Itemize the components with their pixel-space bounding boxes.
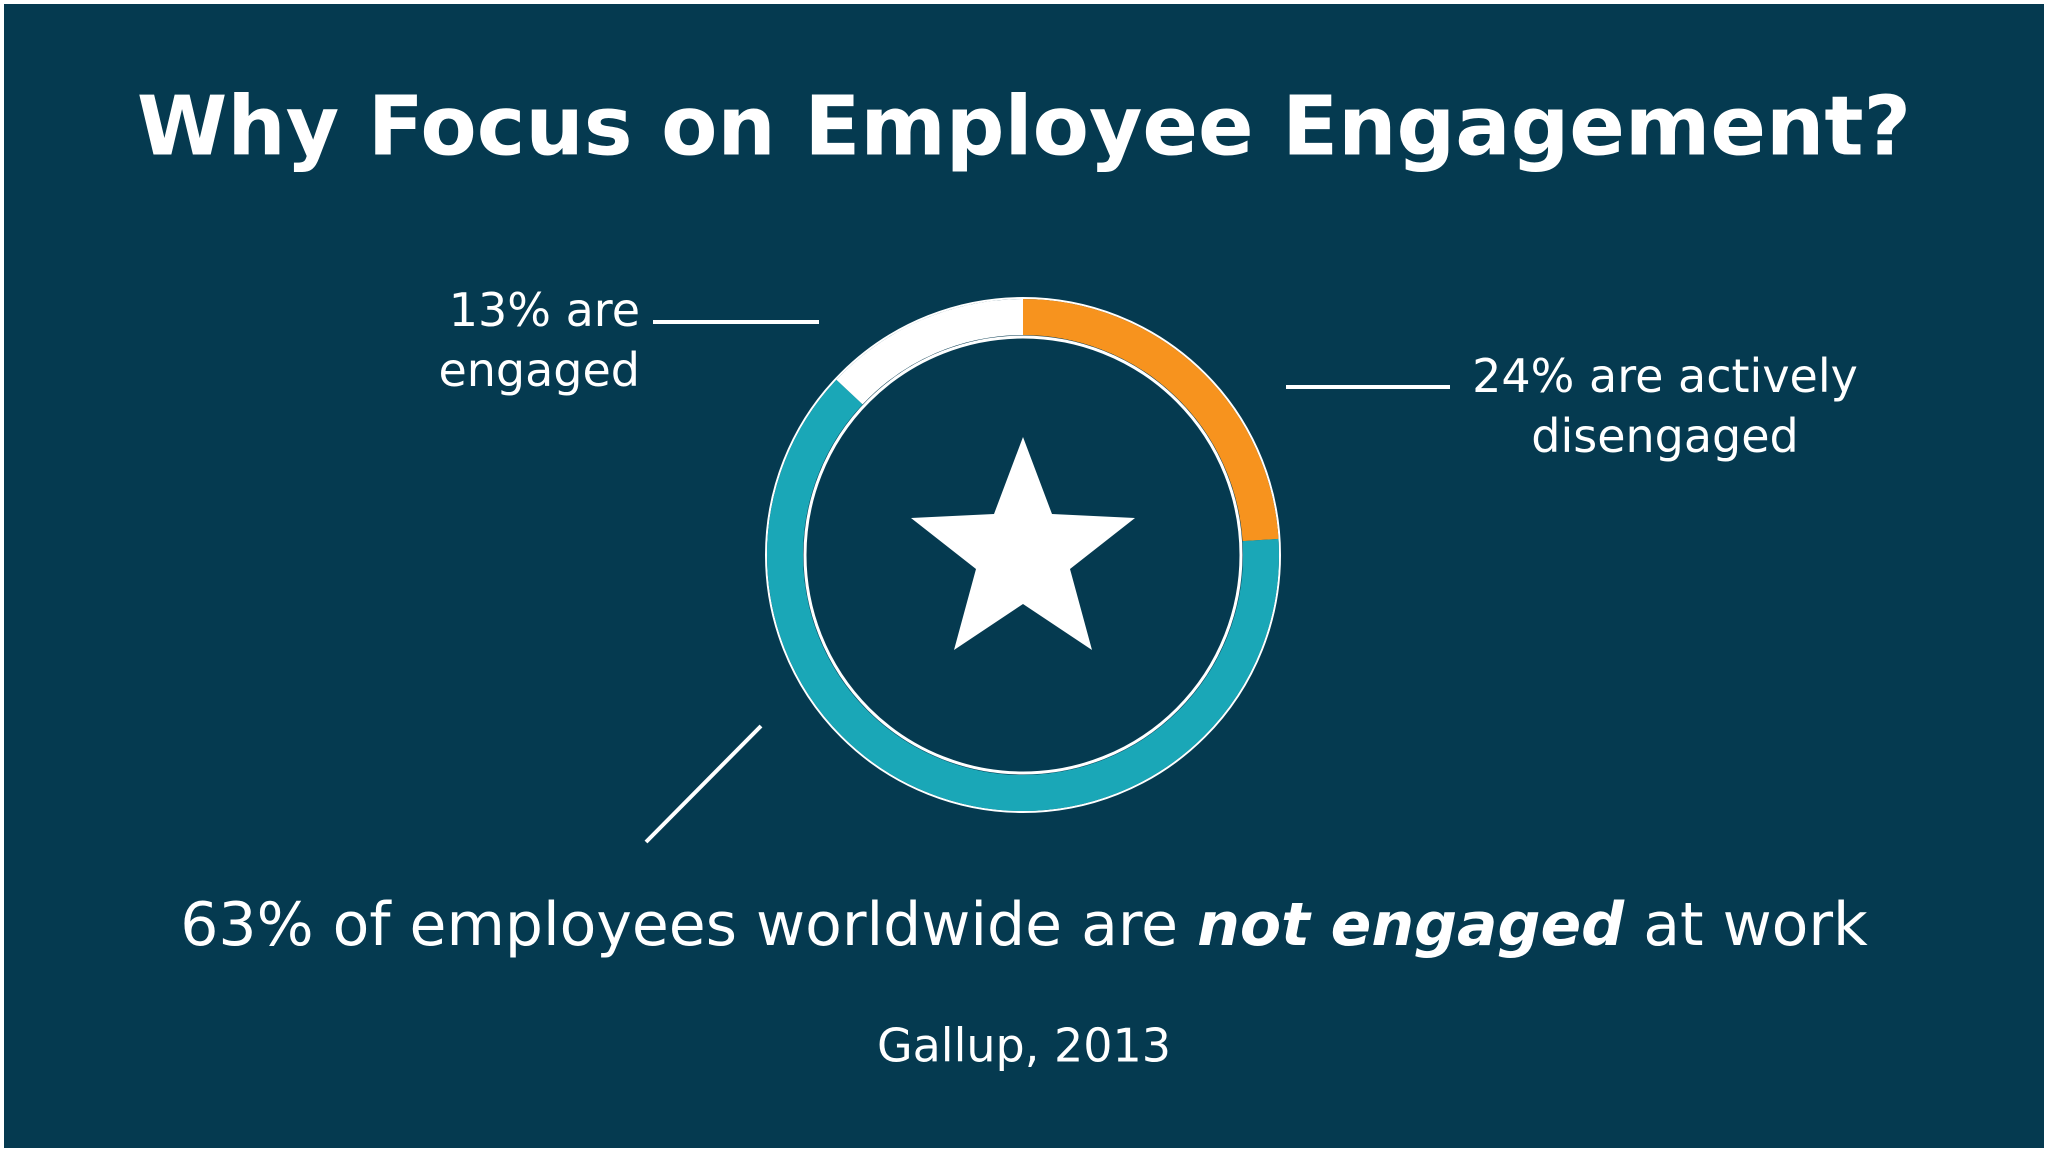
donut-segment: [836, 299, 1024, 405]
label-part: at work: [1624, 890, 1868, 960]
donut-segment: [767, 379, 1279, 811]
data-label: 24% are actively disengaged: [1472, 349, 1858, 463]
ring-edge: [765, 297, 1281, 813]
data-label: 63% of employees worldwide are not engag…: [180, 890, 1868, 960]
ring-edge: [803, 335, 1243, 775]
source: Gallup, 2013: [877, 1019, 1171, 1073]
label-part: 63% of employees worldwide are: [180, 890, 1197, 960]
label-line: 13% are: [449, 283, 640, 337]
label-line: disengaged: [1531, 409, 1799, 463]
slide-title: Why Focus on Employee Engagement?: [137, 79, 1911, 174]
leader-line: [644, 724, 763, 844]
label-line: 24% are actively: [1472, 349, 1858, 403]
emphasis: not engaged: [1197, 890, 1625, 960]
label-line: engaged: [438, 343, 640, 397]
data-label: 13% are engaged: [438, 283, 640, 397]
donut-segment: [1022, 299, 1279, 542]
star-icon: [911, 437, 1135, 650]
